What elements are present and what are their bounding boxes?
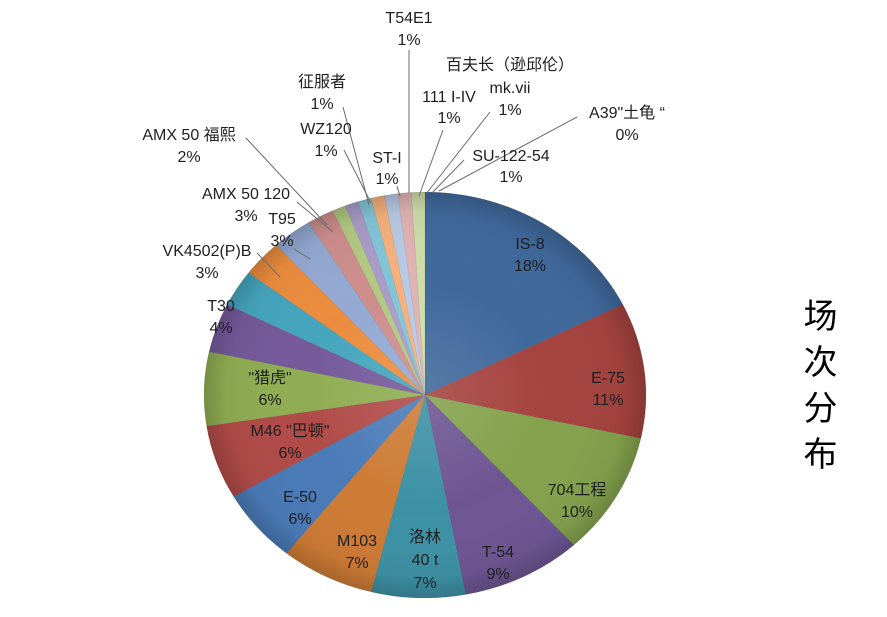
leader-line-13 bbox=[245, 137, 328, 226]
slice-label-12: AMX 50 120 3% bbox=[202, 186, 290, 225]
slice-label-8: "猎虎" 6% bbox=[248, 369, 291, 409]
leader-line-20 bbox=[431, 159, 465, 194]
slice-label-11: T95 3% bbox=[268, 211, 296, 250]
slice-label-0: IS-8 18% bbox=[514, 236, 546, 275]
leader-line-16 bbox=[396, 185, 401, 197]
slice-label-10: VK4502(P)B 3% bbox=[163, 243, 252, 282]
pie-shading-overlay bbox=[204, 192, 646, 598]
slice-label-14: 征服者 1% bbox=[298, 73, 346, 113]
slice-label-2: 704工程 10% bbox=[548, 481, 607, 521]
leader-line-19 bbox=[425, 111, 491, 195]
slice-label-7: M46 "巴顿" 6% bbox=[251, 422, 330, 462]
slice-label-21: A39"土龟 “0% bbox=[589, 104, 665, 144]
slice-label-15: WZ120 1% bbox=[300, 121, 352, 160]
slice-label-6: E-50 6% bbox=[283, 489, 317, 528]
slice-label-9: T30 4% bbox=[207, 298, 235, 337]
leader-line-10 bbox=[256, 252, 281, 278]
slice-label-18: 111 I-IV 1% bbox=[422, 89, 476, 127]
slice-label-4: 洛林 40 t 7% bbox=[409, 528, 441, 592]
slice-label-3: T-54 9% bbox=[482, 544, 514, 583]
slice-label-1: E-75 11% bbox=[591, 370, 625, 409]
leader-line-15 bbox=[343, 149, 372, 204]
chart-title: 场次分布 bbox=[797, 298, 837, 482]
slice-labels-group: IS-8 18% E-75 11% 704工程 10% T-54 9% 洛林 40 t 7% M103… bbox=[142, 10, 665, 592]
leader-line-12 bbox=[296, 201, 334, 233]
leader-line-18 bbox=[418, 129, 444, 197]
leader-line-14 bbox=[342, 106, 370, 206]
slice-label-16: ST-I 1% bbox=[372, 150, 401, 188]
slice-label-5: M103 7% bbox=[337, 533, 377, 572]
slice-label-19: 百夫长（逊邱伦） mk.vii 1% bbox=[446, 56, 574, 119]
slice-label-20: SU-122-54 1% bbox=[472, 148, 549, 186]
slice-label-17: T54E1 1% bbox=[385, 10, 432, 49]
leader-line-21 bbox=[438, 116, 578, 192]
slice-label-13: AMX 50 福熙 2% bbox=[142, 126, 235, 166]
leader-line-11 bbox=[293, 248, 311, 260]
leader-lines-group bbox=[245, 50, 578, 278]
